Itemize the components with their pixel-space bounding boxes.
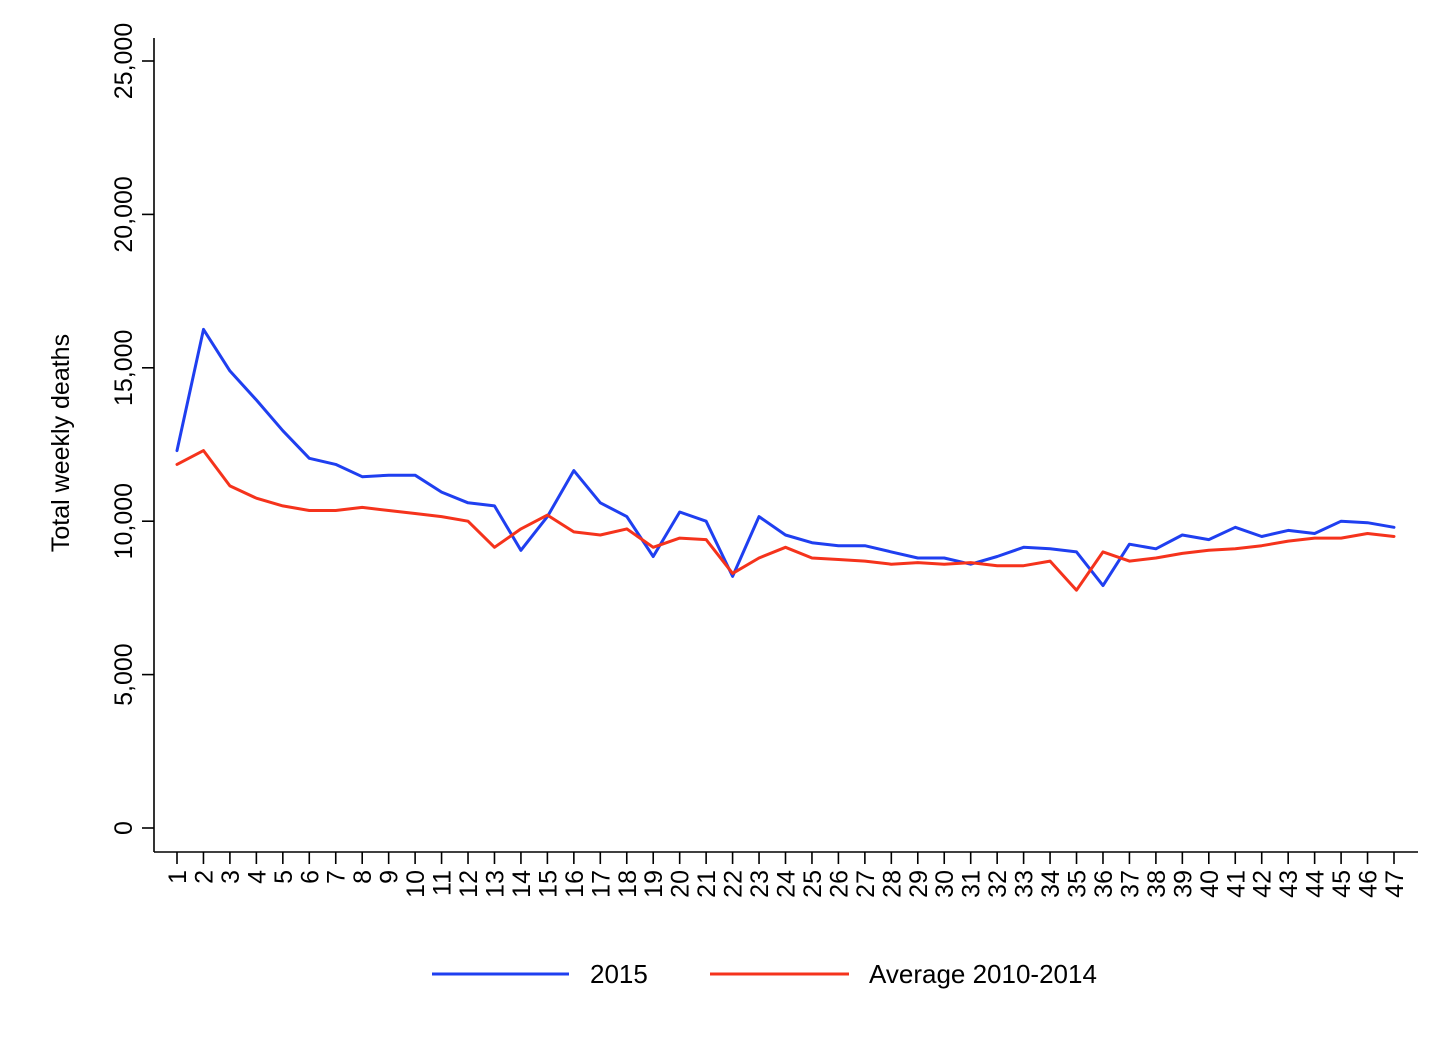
- legend-label: 2015: [590, 959, 648, 989]
- x-tick-label: 35: [1064, 870, 1092, 898]
- y-axis-title: Total weekly deaths: [47, 334, 75, 552]
- x-tick-label: 5: [270, 870, 298, 884]
- x-tick-label: 42: [1249, 870, 1277, 898]
- x-tick-label: 16: [561, 870, 589, 898]
- x-tick-label: 26: [825, 870, 853, 898]
- x-tick-label: 25: [799, 870, 827, 898]
- y-tick-label: 5,000: [110, 643, 138, 706]
- x-tick-label: 28: [878, 870, 906, 898]
- series-layer: [177, 329, 1394, 590]
- x-tick-label: 36: [1090, 870, 1118, 898]
- x-tick-label: 13: [481, 870, 509, 898]
- x-tick-label: 27: [852, 870, 880, 898]
- y-tick-label: 15,000: [110, 330, 138, 406]
- x-tick-label: 10: [402, 870, 430, 898]
- x-tick-label: 43: [1275, 870, 1303, 898]
- x-tick-label: 24: [773, 870, 801, 898]
- x-tick-label: 4: [243, 870, 271, 884]
- x-tick-label: 19: [640, 870, 668, 898]
- y-tick-label: 20,000: [110, 176, 138, 252]
- x-tick-label: 17: [587, 870, 615, 898]
- x-tick-label: 8: [349, 870, 377, 884]
- x-tick-label: 46: [1355, 870, 1383, 898]
- x-tick-label: 34: [1037, 870, 1065, 898]
- x-tick-label: 12: [455, 870, 483, 898]
- x-tick-label: 29: [905, 870, 933, 898]
- x-tick-label: 37: [1116, 870, 1144, 898]
- x-tick-label: 32: [984, 870, 1012, 898]
- y-tick-label: 0: [110, 821, 138, 835]
- x-tick-label: 39: [1169, 870, 1197, 898]
- x-tick-label: 3: [217, 870, 245, 884]
- x-tick-label: 7: [323, 870, 351, 884]
- y-tick-label: 25,000: [110, 23, 138, 99]
- x-tick-label: 15: [534, 870, 562, 898]
- x-tick-label: 21: [693, 870, 721, 898]
- x-tick-label: 1: [164, 870, 192, 884]
- x-tick-label: 45: [1328, 870, 1356, 898]
- y-tick-label: 10,000: [110, 483, 138, 559]
- x-tick-label: 22: [720, 870, 748, 898]
- legend: 2015 Average 2010-2014: [432, 959, 1097, 989]
- legend-label: Average 2010-2014: [869, 959, 1097, 989]
- axes: 05,00010,00015,00020,00025,0001234567891…: [110, 23, 1418, 898]
- x-tick-label: 23: [746, 870, 774, 898]
- x-tick-label: 31: [958, 870, 986, 898]
- x-tick-label: 9: [376, 870, 404, 884]
- x-tick-label: 2: [190, 870, 218, 884]
- series-line-average-2010-2014: [177, 451, 1394, 591]
- x-tick-label: 47: [1381, 870, 1409, 898]
- x-tick-label: 18: [614, 870, 642, 898]
- x-tick-label: 33: [1011, 870, 1039, 898]
- x-tick-label: 20: [667, 870, 695, 898]
- x-tick-label: 11: [429, 870, 457, 896]
- x-tick-label: 40: [1196, 870, 1224, 898]
- x-tick-label: 30: [931, 870, 959, 898]
- x-tick-label: 41: [1222, 870, 1250, 898]
- x-tick-label: 6: [296, 870, 324, 884]
- x-tick-label: 44: [1302, 870, 1330, 898]
- x-tick-label: 14: [508, 870, 536, 898]
- x-tick-label: 38: [1143, 870, 1171, 898]
